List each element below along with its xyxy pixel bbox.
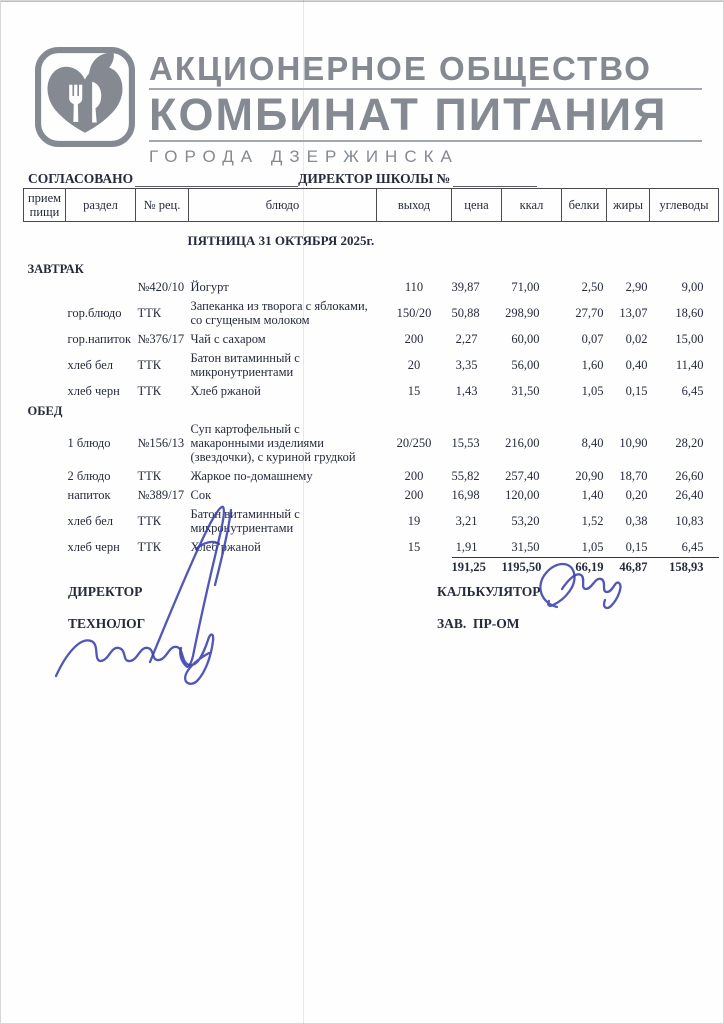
company-line2: КОМБИНАТ ПИТАНИЯ [149, 89, 668, 140]
table-row: 2 блюдо ТТК Жаркое по-домашнему 200 55,8… [67, 469, 704, 484]
agreed-label: СОГЛАСОВАНО [28, 171, 134, 186]
menu-date-row: ПЯТНИЦА 31 ОКТЯБРЯ 2025г. [24, 222, 719, 259]
table-row: хлеб черн ТТК Хлеб ржаной 15 1,91 31,50 … [67, 540, 704, 555]
total-kcal: 1195,50 [501, 556, 562, 577]
company-line3: ГОРОДА ДЗЕРЖИНСКА [149, 147, 459, 166]
col-fat: жиры [606, 188, 650, 222]
total-protein: 66,19 [561, 556, 607, 577]
scan-crease-line [303, 0, 304, 1024]
table-row: хлеб бел ТТК Батон витаминный с микронут… [67, 351, 704, 380]
col-kcal: ккал [501, 188, 562, 222]
total-carbs: 158,93 [649, 556, 719, 577]
production-manager-label: ЗАВ. ПР-ОМ [437, 616, 520, 631]
brand-divider [149, 140, 702, 142]
table-row: гор.напиток №376/17 Чай с сахаром 200 2,… [67, 332, 704, 347]
col-out: выход [376, 188, 452, 222]
totals-row: 191,25 1195,50 66,19 46,87 158,93 [24, 556, 719, 577]
table-row: №420/10 Йогурт 110 39,87 71,00 2,50 2,90… [137, 280, 704, 295]
brand-divider [149, 88, 702, 90]
company-name-block: АКЦИОНЕРНОЕ ОБЩЕСТВО КОМБИНАТ ПИТАНИЯ ГО… [149, 46, 702, 167]
col-rec: № рец. [135, 188, 189, 222]
table-row: хлеб черн ТТК Хлеб ржаной 15 1,43 31,50 … [67, 384, 704, 399]
col-meal: прием пищи [23, 188, 66, 222]
menu-table-header: прием пищи раздел № рец. блюдо выход цен… [23, 188, 719, 222]
total-fat: 46,87 [606, 556, 650, 577]
col-razdel: раздел [65, 188, 136, 222]
section-breakfast: ЗАВТРАК [27, 261, 84, 276]
signature-blank-line [135, 172, 299, 187]
table-row: 1 блюдо №156/13 Суп картофельный с макар… [67, 422, 704, 465]
school-number-blank-line [453, 172, 538, 187]
technologist-signature [54, 633, 215, 685]
technologist-label: ТЕХНОЛОГ [68, 616, 146, 631]
section-lunch: ОБЕД [27, 403, 63, 418]
menu-table: прием пищи раздел № рец. блюдо выход цен… [23, 188, 719, 577]
apple-fork-knife-icon [35, 47, 135, 147]
col-protein: белки [561, 188, 607, 222]
menu-date-title: ПЯТНИЦА 31 ОКТЯБРЯ 2025г. [187, 233, 375, 248]
director-label: ДИРЕКТОР [68, 584, 143, 599]
table-row: напиток №389/17 Сок 200 16,98 120,00 1,4… [67, 488, 704, 503]
company-line1: АКЦИОНЕРНОЕ ОБЩЕСТВО [149, 50, 652, 87]
calculator-label: КАЛЬКУЛЯТОР [437, 584, 541, 599]
letterhead: АКЦИОНЕРНОЕ ОБЩЕСТВО КОМБИНАТ ПИТАНИЯ ГО… [34, 46, 702, 167]
col-price: цена [451, 188, 502, 222]
table-row: гор.блюдо ТТК Запеканка из творога с ябл… [67, 299, 704, 328]
col-dish: блюдо [188, 188, 377, 222]
table-row: хлеб бел ТТК Батон витаминный с микронут… [67, 507, 704, 536]
total-price: 191,25 [451, 556, 502, 577]
col-carbs: углеводы [649, 188, 719, 222]
school-director-label: ДИРЕКТОР ШКОЛЫ № [298, 171, 451, 186]
approval-line: СОГЛАСОВАНО ДИРЕКТОР ШКОЛЫ № [28, 171, 698, 187]
